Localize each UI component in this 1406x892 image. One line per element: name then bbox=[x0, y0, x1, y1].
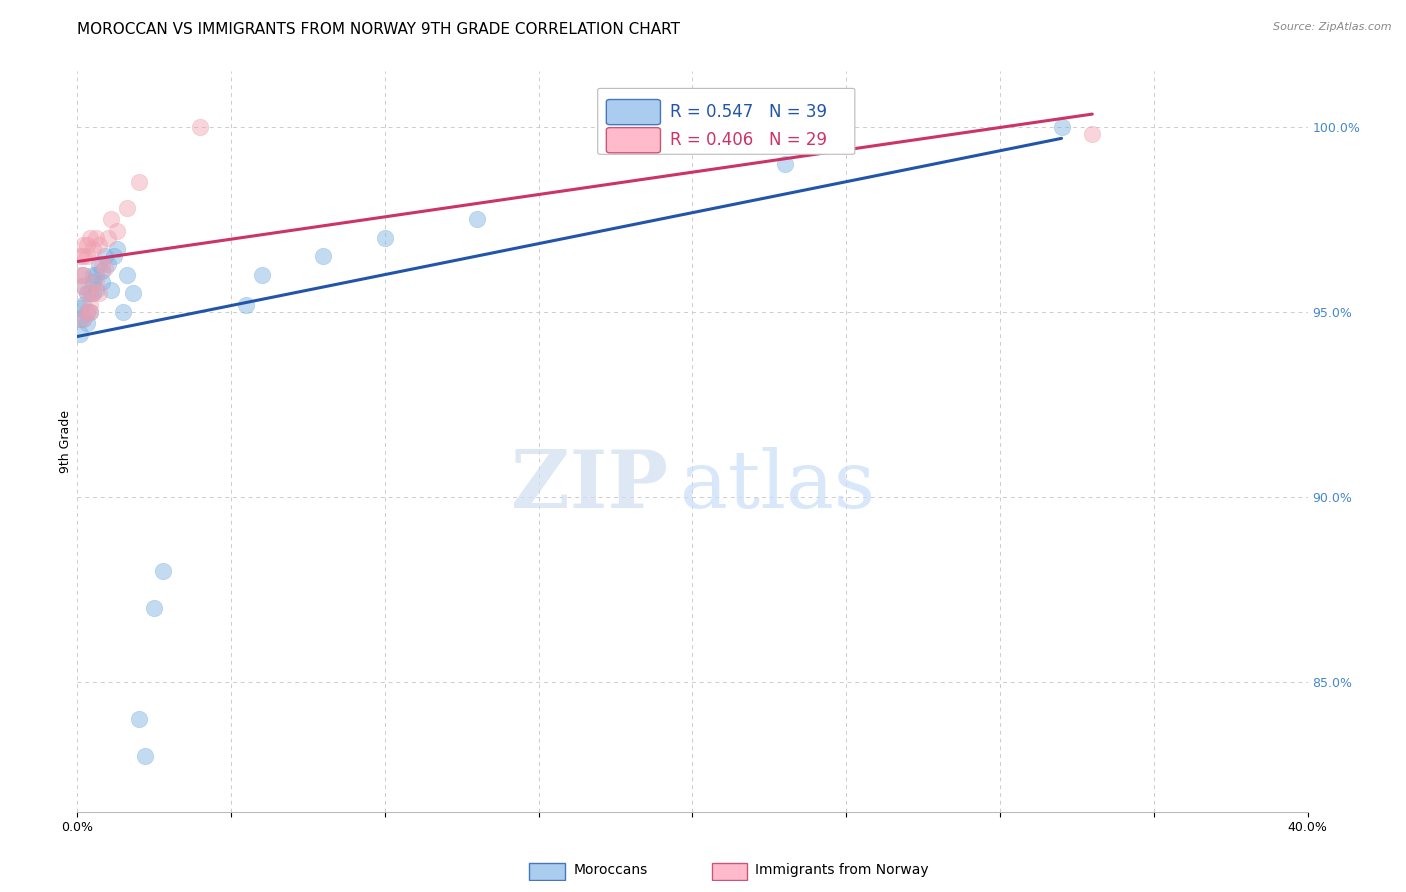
Point bbox=[82, 286, 104, 301]
Point bbox=[76, 316, 98, 330]
Point bbox=[69, 279, 91, 293]
Point bbox=[121, 286, 143, 301]
Text: Source: ZipAtlas.com: Source: ZipAtlas.com bbox=[1274, 22, 1392, 32]
Text: Immigrants from Norway: Immigrants from Norway bbox=[755, 863, 928, 877]
Point bbox=[105, 223, 128, 237]
Point bbox=[79, 305, 101, 319]
Point bbox=[69, 301, 91, 316]
Point bbox=[72, 312, 94, 326]
Point bbox=[72, 249, 94, 263]
Point bbox=[97, 231, 120, 245]
Point bbox=[84, 283, 107, 297]
Point bbox=[76, 286, 98, 301]
Point bbox=[76, 249, 98, 263]
Point bbox=[69, 312, 91, 326]
Point bbox=[76, 305, 98, 319]
FancyBboxPatch shape bbox=[606, 100, 661, 125]
Point bbox=[82, 276, 104, 290]
Point bbox=[773, 157, 796, 171]
Point bbox=[188, 120, 212, 134]
Text: MOROCCAN VS IMMIGRANTS FROM NORWAY 9TH GRADE CORRELATION CHART: MOROCCAN VS IMMIGRANTS FROM NORWAY 9TH G… bbox=[77, 22, 681, 37]
Point bbox=[82, 268, 104, 282]
Point bbox=[100, 212, 122, 227]
Point bbox=[105, 242, 128, 256]
Text: atlas: atlas bbox=[681, 447, 876, 525]
Point bbox=[79, 297, 101, 311]
Point bbox=[134, 749, 156, 764]
Point bbox=[87, 257, 110, 271]
Point bbox=[374, 231, 396, 245]
Point bbox=[128, 712, 150, 726]
Point bbox=[90, 257, 114, 271]
Point bbox=[84, 231, 107, 245]
FancyBboxPatch shape bbox=[606, 128, 661, 153]
Point bbox=[76, 238, 98, 252]
Point bbox=[1050, 120, 1073, 134]
Point bbox=[79, 286, 101, 301]
Point bbox=[87, 238, 110, 252]
Point bbox=[87, 286, 110, 301]
Point bbox=[82, 242, 104, 256]
Point bbox=[1081, 128, 1104, 142]
Point bbox=[72, 312, 94, 326]
Point bbox=[235, 297, 257, 311]
Point bbox=[76, 305, 98, 319]
Text: ZIP: ZIP bbox=[510, 447, 668, 525]
Point bbox=[90, 276, 114, 290]
Point bbox=[79, 231, 101, 245]
Text: R = 0.547   N = 39: R = 0.547 N = 39 bbox=[671, 103, 827, 121]
Point bbox=[72, 268, 94, 282]
Point bbox=[312, 249, 335, 263]
Point bbox=[69, 327, 91, 342]
Point bbox=[103, 249, 125, 263]
Text: Moroccans: Moroccans bbox=[574, 863, 648, 877]
Point bbox=[465, 212, 488, 227]
Point bbox=[72, 268, 94, 282]
Point bbox=[84, 276, 107, 290]
Point bbox=[72, 279, 94, 293]
Point bbox=[84, 268, 107, 282]
Point bbox=[143, 601, 166, 615]
Point bbox=[69, 268, 91, 282]
Point bbox=[94, 249, 117, 263]
Y-axis label: 9th Grade: 9th Grade bbox=[59, 410, 72, 473]
Point bbox=[97, 257, 120, 271]
Point bbox=[128, 175, 150, 189]
Point bbox=[94, 260, 117, 275]
Point bbox=[82, 286, 104, 301]
Point bbox=[76, 286, 98, 301]
Point bbox=[250, 268, 273, 282]
Point bbox=[72, 238, 94, 252]
Point bbox=[90, 264, 114, 278]
Point bbox=[152, 564, 174, 578]
Point bbox=[115, 202, 138, 216]
Point bbox=[100, 283, 122, 297]
Point bbox=[115, 268, 138, 282]
Point bbox=[112, 305, 135, 319]
Point bbox=[72, 297, 94, 311]
Point bbox=[79, 305, 101, 319]
FancyBboxPatch shape bbox=[598, 88, 855, 154]
Point bbox=[69, 249, 91, 263]
Text: R = 0.406   N = 29: R = 0.406 N = 29 bbox=[671, 131, 827, 149]
